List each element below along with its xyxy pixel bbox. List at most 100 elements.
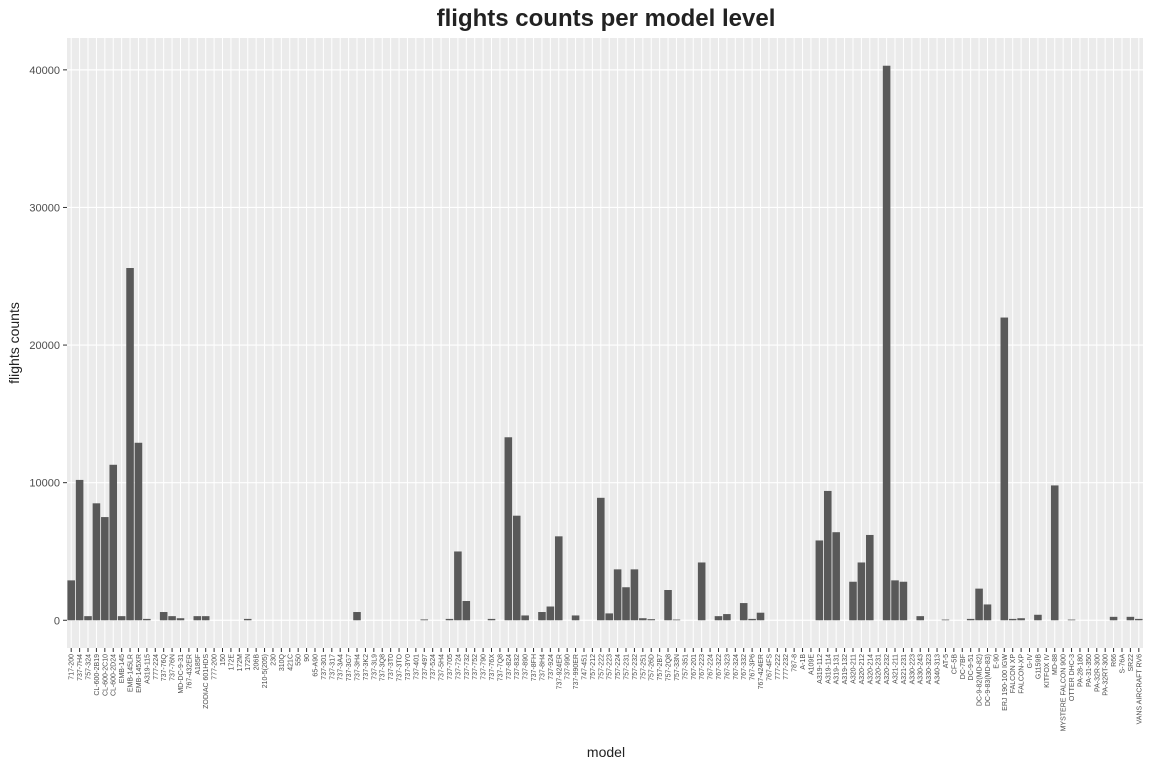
- chart-title: flights counts per model level: [437, 5, 776, 32]
- bar: [849, 581, 857, 621]
- bar: [941, 619, 950, 621]
- x-tick-label: PA-28-180: [1077, 654, 1084, 687]
- x-tick-label: 550: [296, 654, 303, 666]
- x-tick-label: 737-732: [464, 654, 471, 680]
- y-tick-label: 40000: [29, 65, 60, 77]
- x-tick-label: EMB-145LR: [128, 654, 135, 692]
- x-tick-label: 757-231: [624, 654, 631, 680]
- x-tick-label: 767-323: [724, 654, 731, 680]
- bar: [1008, 618, 1017, 621]
- x-tick-label: 767-223: [699, 654, 706, 680]
- bar: [966, 618, 975, 621]
- x-tick-label: 737-301: [321, 654, 328, 680]
- x-tick-label: 737-3L9: [371, 654, 378, 680]
- x-tick-label: A319-115: [144, 654, 151, 684]
- bar: [916, 616, 925, 621]
- bar: [1067, 619, 1076, 621]
- x-tick-label: 757-251: [640, 654, 647, 680]
- x-tick-label: 65-A90: [312, 654, 319, 677]
- x-tick-label: 757-224: [615, 654, 622, 680]
- x-tick-label: MYSTERE FALCON 900: [1061, 654, 1068, 732]
- x-tick-label: E-90: [993, 654, 1000, 669]
- bar: [630, 569, 639, 621]
- x-tick-label: 757-2Q8: [666, 654, 673, 681]
- x-tick-label: 737-76N: [170, 654, 177, 681]
- bar: [1135, 618, 1143, 621]
- x-tick-label: 767-322: [716, 654, 723, 680]
- x-tick-label: CL-600-2D24: [111, 654, 118, 696]
- bar: [613, 569, 622, 621]
- x-tick-label: 737-3G7: [346, 654, 353, 681]
- x-tick-label: 737-724: [455, 654, 462, 680]
- x-tick-label: 757-2B7: [657, 654, 664, 681]
- x-tick-label: 737-790: [481, 654, 488, 680]
- plot-panel: [67, 38, 1143, 648]
- bar: [622, 587, 630, 621]
- x-tick-label: 210-5(205): [262, 654, 269, 688]
- x-tick-label: 737-497: [422, 654, 429, 680]
- x-tick-label: 172E: [228, 654, 235, 671]
- bar: [1050, 485, 1059, 621]
- bar: [521, 615, 529, 621]
- x-tick-label: A-1B: [800, 654, 807, 670]
- x-tick-label: 737-890: [523, 654, 530, 680]
- x-tick-label: 787-8: [792, 654, 799, 672]
- x-tick-label: 757-26D: [649, 654, 656, 681]
- bar: [697, 562, 706, 621]
- x-tick-label: 777-200: [212, 654, 219, 680]
- bar: [1034, 614, 1042, 621]
- bar: [571, 615, 580, 621]
- bar: [899, 581, 908, 621]
- x-tick-label: R66: [1111, 654, 1118, 667]
- x-tick-label: 777-232: [783, 654, 790, 680]
- x-tick-label: MD-DC-9-31: [178, 654, 185, 694]
- x-tick-label: A319-114: [825, 654, 832, 684]
- bar: [512, 515, 521, 621]
- x-tick-label: 737-752: [472, 654, 479, 680]
- x-tick-label: DC-9-83(MD-83): [985, 654, 992, 706]
- x-tick-label: 767-432ER: [186, 654, 193, 689]
- x-tick-label: 737-990: [565, 654, 572, 680]
- bar: [748, 618, 756, 621]
- x-tick-label: 757-232: [632, 654, 639, 680]
- x-tick-label: 230: [270, 654, 277, 666]
- x-tick-label: 737-5H4: [439, 654, 446, 681]
- x-tick-label: 737-3Q8: [380, 654, 387, 681]
- bar: [538, 612, 546, 621]
- x-tick-label: 737-7Q8: [497, 654, 504, 681]
- bar: [143, 618, 151, 621]
- x-tick-label: 737-990ER: [573, 654, 580, 689]
- x-tick-label: 767-424ER: [758, 654, 765, 689]
- bar: [420, 619, 429, 621]
- x-tick-label: 747-451: [581, 654, 588, 680]
- bar: [168, 616, 176, 621]
- x-tick-label: A321-231: [901, 654, 908, 684]
- bar: [1000, 317, 1009, 621]
- x-tick-label: 737-3TO: [397, 653, 404, 681]
- x-tick-label: A320-214: [867, 654, 874, 684]
- x-tick-label: 757-324: [86, 654, 93, 680]
- x-tick-label: 172N: [245, 654, 252, 671]
- x-tick-label: 767-201: [691, 654, 698, 680]
- x-tick-label: G-IV: [1027, 654, 1034, 669]
- x-tick-label: 767-324: [733, 654, 740, 680]
- x-tick-label: 737-401: [413, 654, 420, 680]
- bar: [815, 540, 824, 621]
- x-tick-label: 737-8FH: [531, 654, 538, 681]
- x-tick-label: MD-88: [1052, 654, 1059, 675]
- x-tick-label: DC-9-82(MD-82): [977, 654, 984, 706]
- x-tick-label: SR22: [1128, 654, 1135, 672]
- x-tick-label: A320-231: [876, 654, 883, 684]
- x-tick-label: 757-223: [607, 654, 614, 680]
- x-tick-label: 737-3Y0: [405, 654, 412, 681]
- x-tick-label: 737-76X: [489, 654, 496, 681]
- bar: [462, 601, 471, 621]
- bar: [975, 588, 983, 621]
- x-tick-label: A330-243: [918, 654, 925, 684]
- x-axis-label: model: [587, 744, 625, 760]
- x-tick-label: EMB-145: [119, 654, 126, 683]
- y-tick-label: 30000: [29, 202, 60, 214]
- x-tick-label: FALCON-XP: [1019, 654, 1026, 694]
- x-tick-label: DC-9-51: [968, 654, 975, 681]
